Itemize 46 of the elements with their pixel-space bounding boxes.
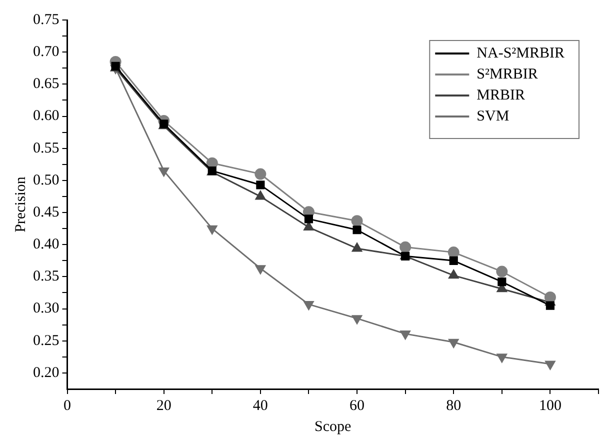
legend-label: S²MRBIR — [476, 66, 538, 82]
y-tick-label: 0.25 — [33, 332, 60, 349]
point — [400, 330, 410, 340]
x-tick-label: 100 — [538, 398, 562, 414]
y-tick-label: 0.40 — [33, 236, 60, 253]
point — [351, 215, 363, 227]
point — [352, 226, 362, 234]
point — [352, 315, 362, 324]
y-tick-label: 0.60 — [33, 108, 60, 124]
y-tick-label: 0.20 — [33, 364, 60, 381]
y-tick-label: 0.30 — [33, 300, 60, 317]
y-tick-label: 0.70 — [33, 44, 60, 60]
x-axis-title: Scope — [314, 418, 352, 435]
point — [544, 291, 556, 303]
x-tick-label: 80 — [446, 398, 462, 414]
point — [255, 190, 266, 200]
point — [352, 242, 362, 252]
point — [254, 168, 266, 180]
x-tick-label: 60 — [350, 398, 365, 414]
point — [256, 180, 265, 190]
point — [207, 225, 218, 234]
y-tick-label: 0.65 — [33, 76, 60, 92]
point — [448, 338, 459, 348]
legend-label: SVM — [476, 108, 510, 124]
y-axis-title: Precision — [12, 176, 29, 232]
legend-label: MRBIR — [476, 87, 526, 104]
point — [304, 214, 314, 224]
y-tick-label: 0.35 — [33, 268, 60, 285]
point — [304, 222, 314, 231]
x-tick-label: 20 — [156, 398, 172, 414]
y-tick-label: 0.55 — [33, 140, 60, 156]
point — [400, 241, 412, 253]
y-tick-label: 0.45 — [33, 204, 60, 220]
point — [449, 256, 458, 265]
y-tick-label: 0.50 — [33, 172, 60, 188]
legend-label: NA-S²MRBIR — [476, 45, 565, 62]
point — [255, 265, 266, 274]
point — [546, 301, 554, 310]
point — [498, 278, 506, 286]
x-tick-label: 40 — [252, 398, 268, 414]
point — [545, 360, 556, 370]
point — [496, 266, 508, 278]
x-tick-label: 0 — [64, 398, 71, 414]
point — [304, 301, 314, 310]
point — [496, 354, 507, 363]
y-tick-label: 0.75 — [33, 12, 60, 28]
